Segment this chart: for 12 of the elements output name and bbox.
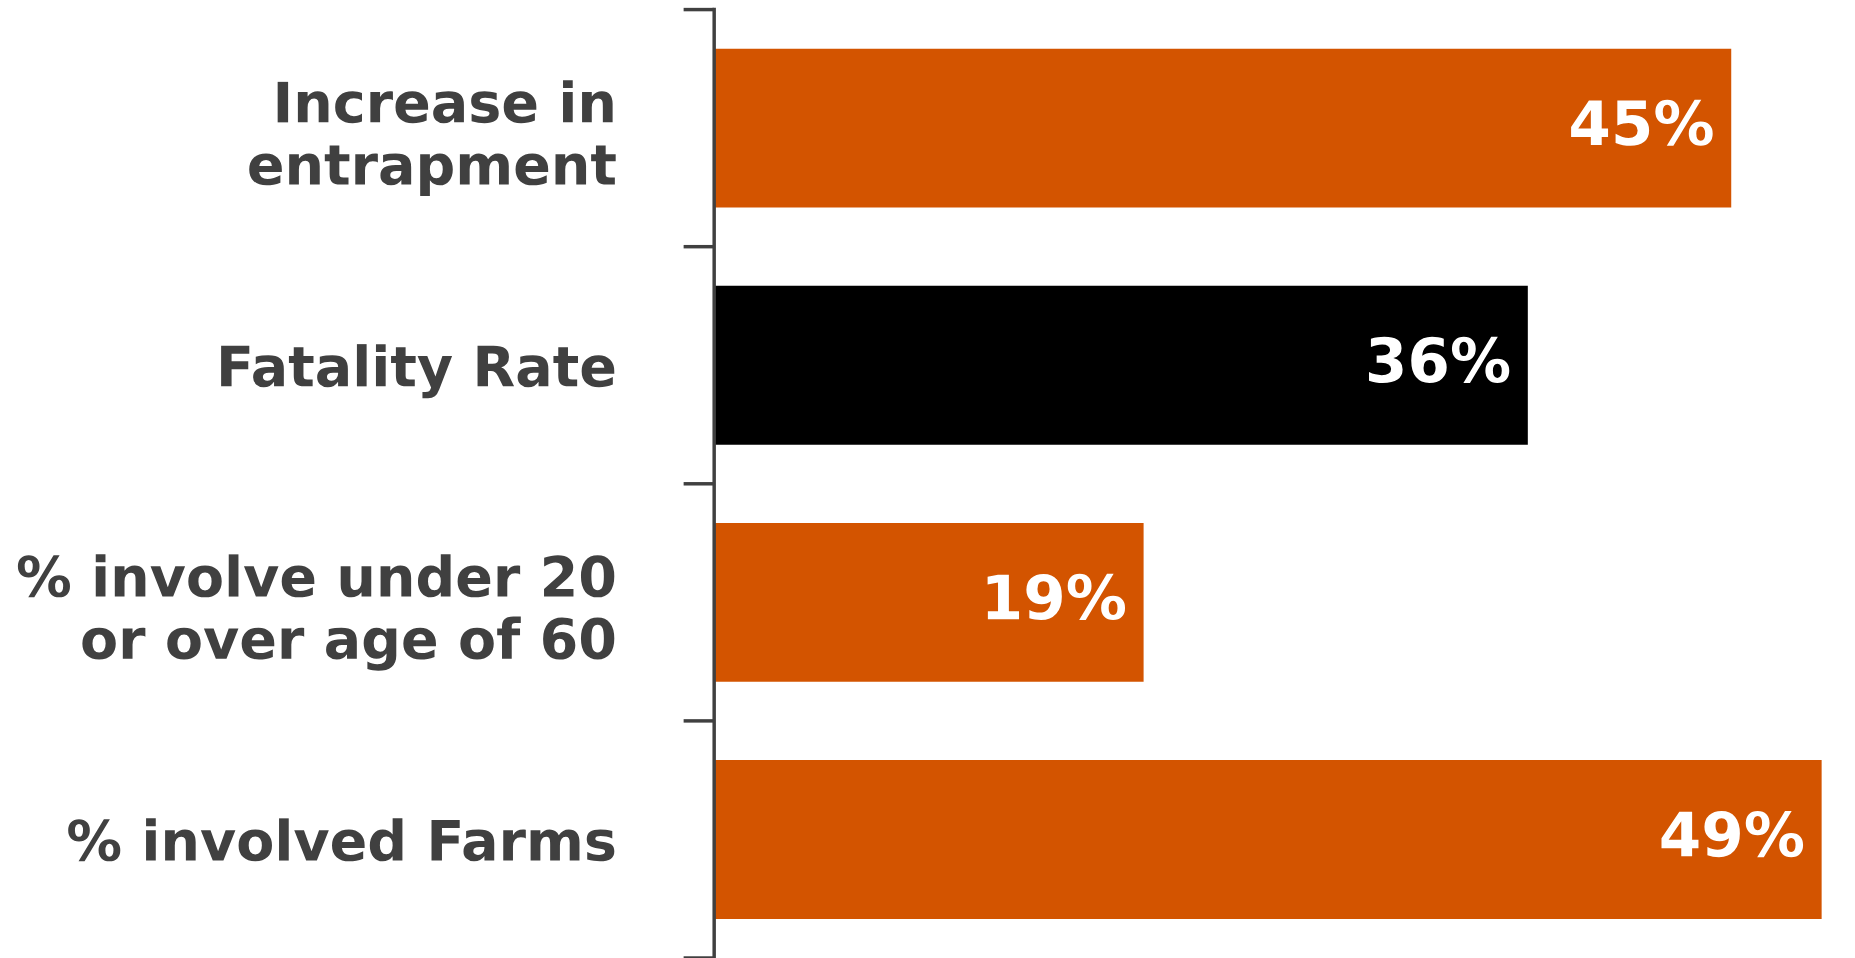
data-label: 49% (1661, 810, 1804, 858)
bar (714, 760, 1822, 919)
bar (714, 285, 1528, 445)
data-label: 45% (1571, 99, 1713, 146)
y-tick-label: Increase in entrapment (249, 80, 616, 197)
data-label: 19% (987, 573, 1126, 621)
y-tick-label: % involve under 20 or over age of 60 (17, 554, 615, 671)
bar (714, 522, 1144, 682)
bar (714, 48, 1732, 208)
data-label: 36% (1369, 336, 1510, 383)
y-tick-label: % involved Farms (68, 818, 615, 862)
y-tick-label: Fatality Rate (221, 344, 615, 399)
